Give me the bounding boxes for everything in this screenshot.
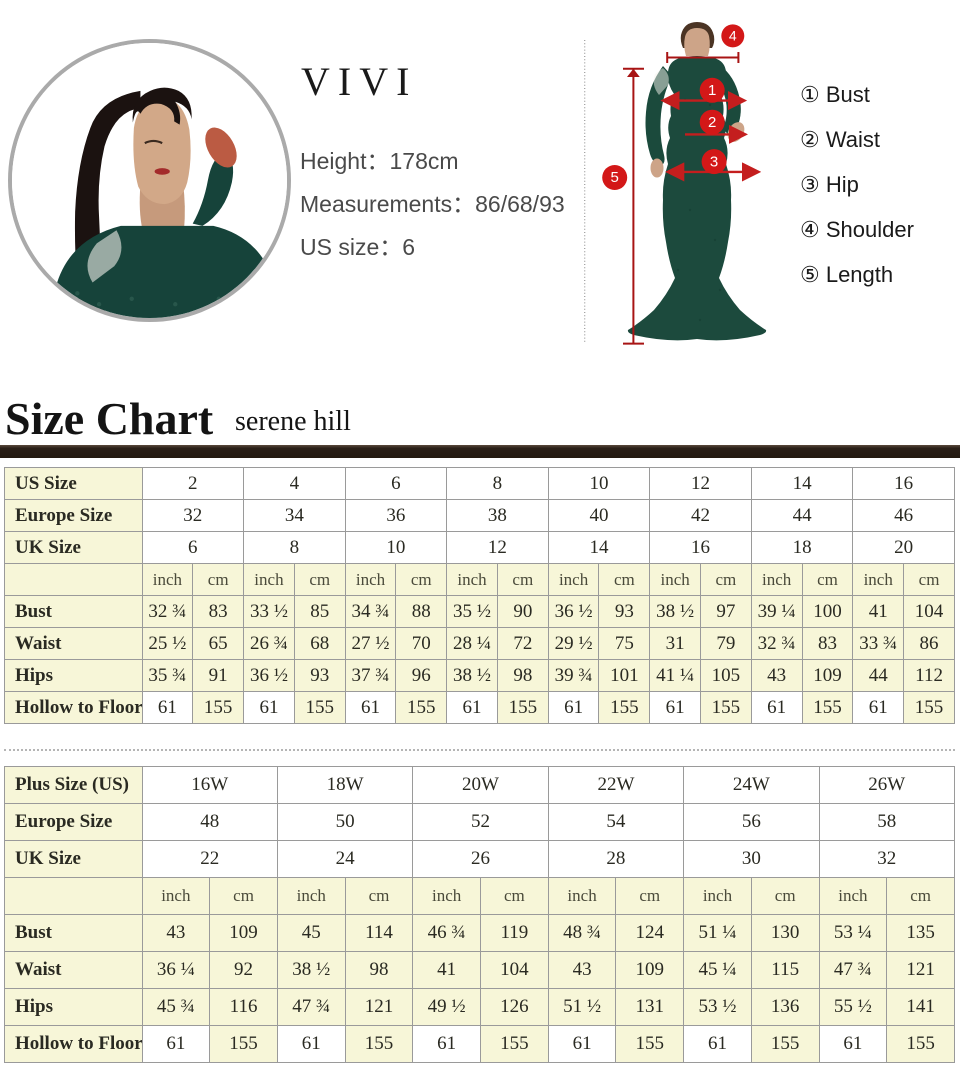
svg-text:3: 3: [710, 154, 718, 171]
svg-text:5: 5: [611, 169, 619, 186]
svg-text:4: 4: [729, 28, 737, 44]
svg-text:2: 2: [708, 114, 716, 131]
svg-text:1: 1: [708, 82, 716, 99]
